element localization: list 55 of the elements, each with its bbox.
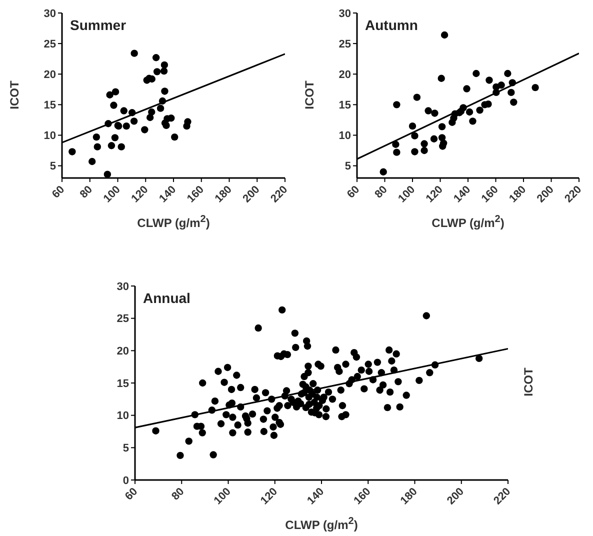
y-tick-label: 5 bbox=[344, 160, 351, 173]
y-tick-label: 5 bbox=[50, 160, 56, 173]
y-tick-label: 30 bbox=[44, 8, 56, 20]
x-tick-label: 80 bbox=[78, 184, 95, 201]
y-tick-label: 10 bbox=[338, 130, 351, 142]
chart-title: Autumn bbox=[365, 17, 418, 33]
x-tick-label: 80 bbox=[170, 486, 187, 503]
x-tick-label: 180 bbox=[398, 486, 420, 508]
y-tick-label: 20 bbox=[338, 69, 351, 82]
y-tick-label: 15 bbox=[338, 100, 351, 112]
y-tick-label: 5 bbox=[122, 442, 129, 455]
x-tick-label: 220 bbox=[492, 486, 514, 508]
x-tick-label: 100 bbox=[212, 486, 234, 508]
x-tick-label: 120 bbox=[258, 486, 280, 508]
x-tick-label: 180 bbox=[507, 184, 529, 206]
x-tick-label: 100 bbox=[396, 184, 418, 206]
x-tick-label: 200 bbox=[240, 184, 262, 206]
y-tick-label: 20 bbox=[116, 346, 129, 358]
x-tick-label: 60 bbox=[50, 184, 68, 201]
y-axis-title: ICOT bbox=[7, 80, 22, 109]
x-tick-label: 80 bbox=[372, 184, 390, 201]
x-tick-label: 120 bbox=[424, 184, 446, 206]
x-axis-title: CLWP (g/m$^{2}$) bbox=[284, 516, 359, 532]
y-tick-label: 25 bbox=[116, 313, 129, 326]
x-tick-label: 200 bbox=[534, 184, 556, 206]
x-axis-title: CLWP (g/m$^{2}$) bbox=[136, 214, 211, 230]
y-tick-label: 30 bbox=[116, 280, 129, 293]
x-tick-label: 160 bbox=[352, 486, 374, 508]
y-tick-label: 10 bbox=[116, 410, 129, 422]
y-tick-label: 15 bbox=[44, 100, 56, 112]
y-axis-title: ICOT bbox=[521, 368, 536, 396]
x-tick-label: 140 bbox=[305, 486, 327, 508]
x-tick-label: 220 bbox=[562, 184, 584, 206]
y-tick-label: 15 bbox=[116, 378, 129, 390]
x-tick-label: 120 bbox=[129, 184, 151, 206]
y-tick-label: 10 bbox=[44, 130, 56, 142]
x-tick-label: 160 bbox=[479, 184, 501, 206]
x-tick-label: 60 bbox=[344, 184, 362, 201]
x-tick-label: 100 bbox=[101, 184, 123, 206]
y-tick-label: 30 bbox=[338, 8, 351, 20]
x-tick-label: 140 bbox=[452, 184, 474, 206]
x-tick-label: 200 bbox=[445, 486, 466, 508]
x-tick-label: 220 bbox=[268, 184, 290, 206]
y-tick-label: 20 bbox=[44, 69, 56, 82]
chart-title: Annual bbox=[143, 290, 190, 306]
y-axis-title: ICOT bbox=[302, 80, 316, 109]
y-tick-label: 0 bbox=[122, 474, 129, 487]
x-tick-label: 160 bbox=[185, 184, 206, 206]
y-tick-label: 25 bbox=[44, 38, 56, 50]
chart-title: Summer bbox=[70, 17, 126, 33]
y-tick-label: 25 bbox=[338, 38, 351, 50]
x-tick-label: 60 bbox=[122, 486, 140, 503]
x-tick-label: 140 bbox=[157, 184, 179, 206]
x-tick-label: 180 bbox=[212, 184, 234, 206]
x-axis-title: CLWP (g/m$^{2}$) bbox=[430, 214, 506, 230]
